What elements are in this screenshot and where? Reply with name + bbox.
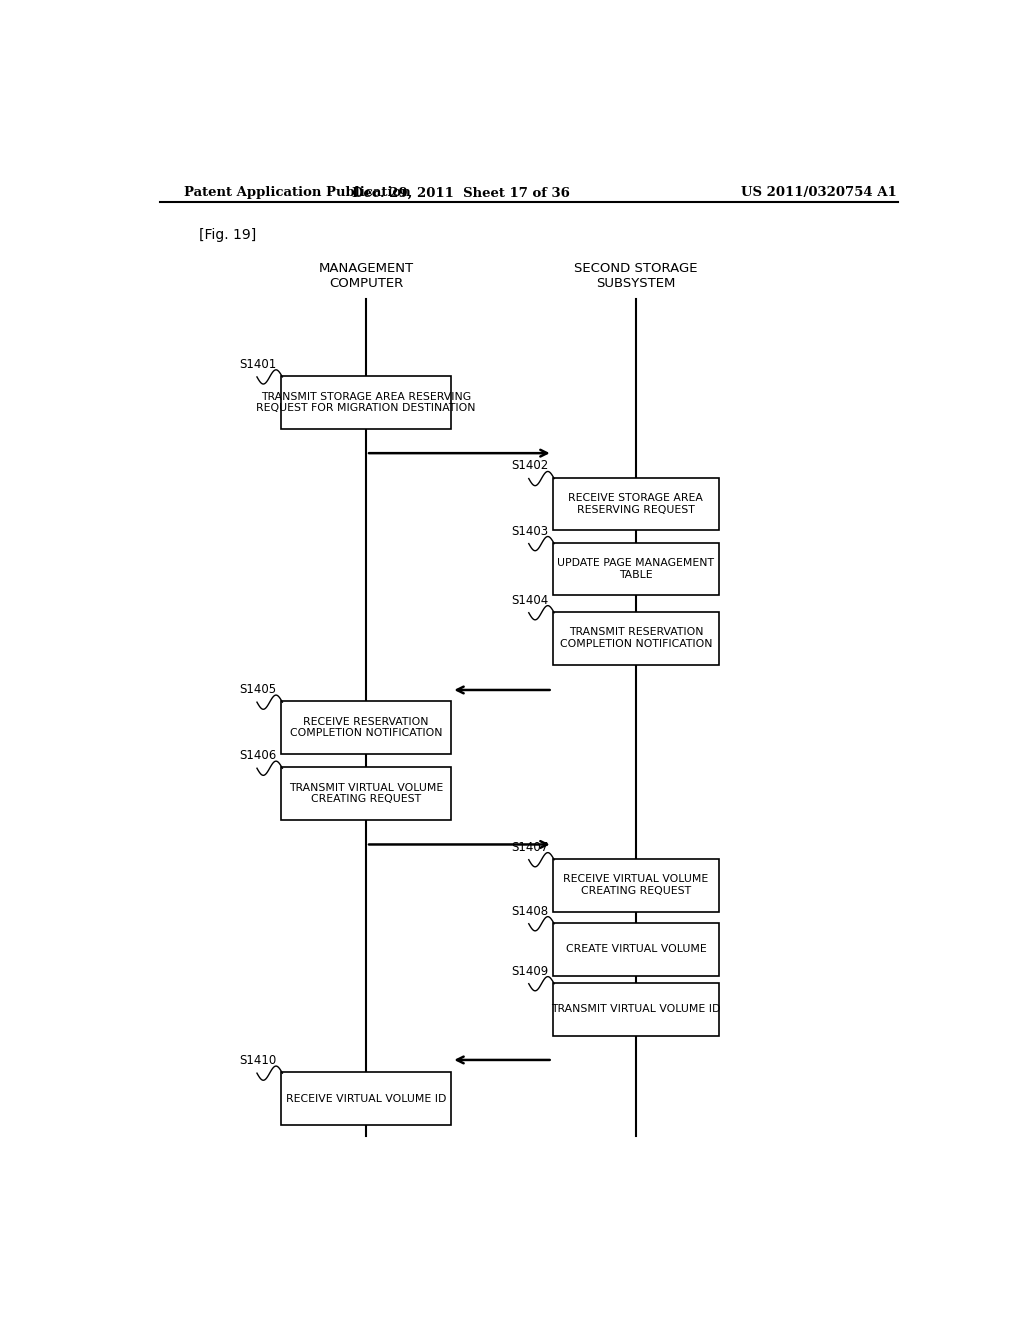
- Text: S1403: S1403: [511, 524, 549, 537]
- Text: SECOND STORAGE
SUBSYSTEM: SECOND STORAGE SUBSYSTEM: [574, 263, 697, 290]
- Text: CREATE VIRTUAL VOLUME: CREATE VIRTUAL VOLUME: [565, 944, 707, 954]
- Text: S1401: S1401: [240, 358, 276, 371]
- Text: TRANSMIT STORAGE AREA RESERVING
REQUEST FOR MIGRATION DESTINATION: TRANSMIT STORAGE AREA RESERVING REQUEST …: [256, 392, 476, 413]
- Bar: [281, 767, 452, 820]
- Text: S1404: S1404: [511, 594, 549, 607]
- Text: [Fig. 19]: [Fig. 19]: [200, 227, 257, 242]
- Text: S1410: S1410: [240, 1055, 276, 1067]
- Bar: [281, 701, 452, 754]
- Bar: [553, 859, 719, 912]
- Bar: [281, 1072, 452, 1125]
- Bar: [553, 543, 719, 595]
- Text: RECEIVE VIRTUAL VOLUME
CREATING REQUEST: RECEIVE VIRTUAL VOLUME CREATING REQUEST: [563, 874, 709, 896]
- Bar: [553, 478, 719, 531]
- Bar: [281, 376, 452, 429]
- Text: MANAGEMENT
COMPUTER: MANAGEMENT COMPUTER: [318, 263, 414, 290]
- Text: TRANSMIT VIRTUAL VOLUME
CREATING REQUEST: TRANSMIT VIRTUAL VOLUME CREATING REQUEST: [289, 783, 443, 804]
- Text: US 2011/0320754 A1: US 2011/0320754 A1: [740, 186, 896, 199]
- Bar: [553, 923, 719, 975]
- Text: S1402: S1402: [511, 459, 549, 473]
- Text: RECEIVE STORAGE AREA
RESERVING REQUEST: RECEIVE STORAGE AREA RESERVING REQUEST: [568, 494, 703, 515]
- Text: TRANSMIT VIRTUAL VOLUME ID: TRANSMIT VIRTUAL VOLUME ID: [551, 1005, 721, 1014]
- Text: TRANSMIT RESERVATION
COMPLETION NOTIFICATION: TRANSMIT RESERVATION COMPLETION NOTIFICA…: [560, 627, 712, 649]
- Text: Patent Application Publication: Patent Application Publication: [183, 186, 411, 199]
- Text: S1406: S1406: [240, 750, 276, 762]
- Text: S1408: S1408: [511, 904, 549, 917]
- Bar: [553, 611, 719, 664]
- Text: UPDATE PAGE MANAGEMENT
TABLE: UPDATE PAGE MANAGEMENT TABLE: [557, 558, 715, 579]
- Text: S1409: S1409: [511, 965, 549, 978]
- Bar: [553, 982, 719, 1036]
- Text: Dec. 29, 2011  Sheet 17 of 36: Dec. 29, 2011 Sheet 17 of 36: [352, 186, 570, 199]
- Text: RECEIVE VIRTUAL VOLUME ID: RECEIVE VIRTUAL VOLUME ID: [286, 1093, 446, 1104]
- Text: S1407: S1407: [511, 841, 549, 854]
- Text: RECEIVE RESERVATION
COMPLETION NOTIFICATION: RECEIVE RESERVATION COMPLETION NOTIFICAT…: [290, 717, 442, 738]
- Text: S1405: S1405: [240, 682, 276, 696]
